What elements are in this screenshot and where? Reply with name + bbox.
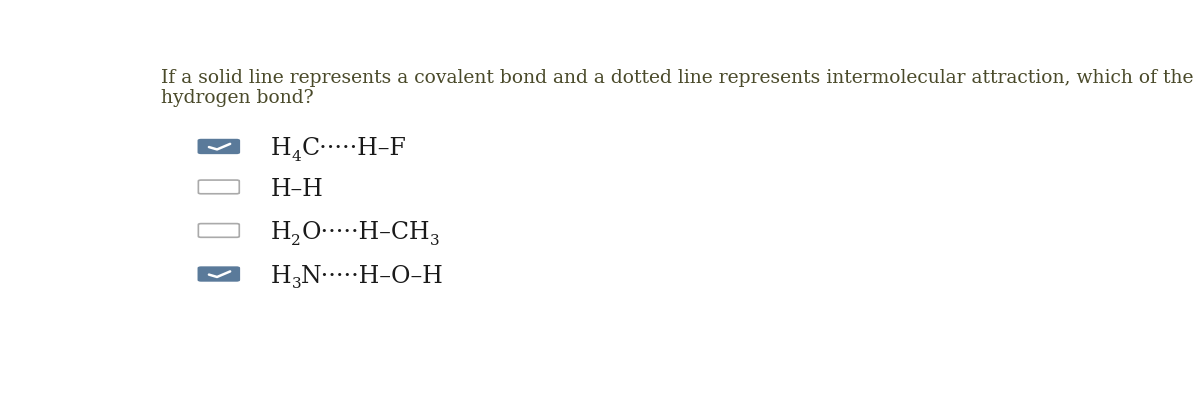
Text: hydrogen bond?: hydrogen bond? (161, 89, 313, 107)
Text: 3: 3 (292, 277, 301, 291)
FancyBboxPatch shape (198, 267, 239, 281)
Text: O·····H–CH: O·····H–CH (301, 221, 430, 244)
Text: 3: 3 (430, 234, 439, 248)
Text: H: H (271, 221, 292, 244)
FancyBboxPatch shape (198, 224, 239, 237)
Text: H–H: H–H (271, 178, 324, 201)
Text: N·····H–O–H: N·····H–O–H (301, 265, 444, 288)
Text: 4: 4 (292, 149, 301, 164)
Text: If a solid line represents a covalent bond and a dotted line represents intermol: If a solid line represents a covalent bo… (161, 69, 1200, 87)
FancyBboxPatch shape (198, 180, 239, 194)
Text: H: H (271, 137, 292, 160)
Text: H: H (271, 265, 292, 288)
Text: C·····H–F: C·····H–F (301, 137, 406, 160)
Text: 2: 2 (292, 234, 301, 248)
FancyBboxPatch shape (198, 140, 239, 153)
